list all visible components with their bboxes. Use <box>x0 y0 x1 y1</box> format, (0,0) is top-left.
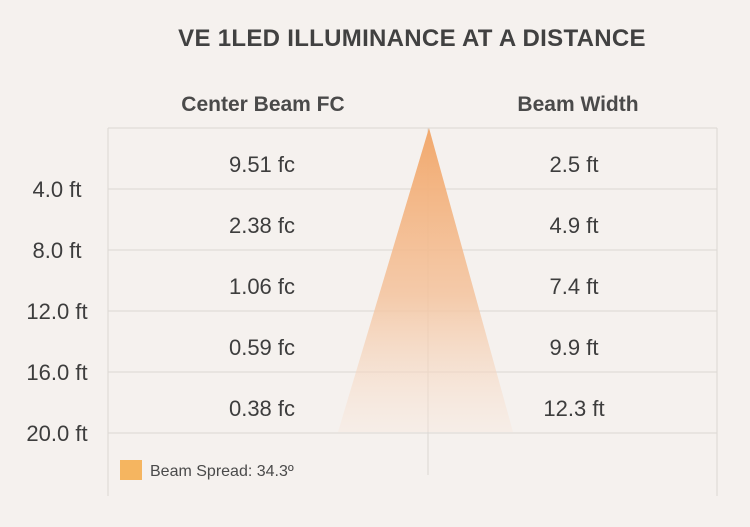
legend-label: Beam Spread: 34.3º <box>150 463 294 480</box>
beam-width-value: 12.3 ft <box>543 396 604 421</box>
distance-label: 12.0 ft <box>26 299 87 324</box>
center-beam-fc-value: 0.59 fc <box>229 335 295 360</box>
legend-swatch <box>120 460 142 480</box>
beam-width-value: 4.9 ft <box>550 213 599 238</box>
column-header-beam-width: Beam Width <box>517 93 638 116</box>
distance-label: 20.0 ft <box>26 421 87 446</box>
beam-width-value: 2.5 ft <box>550 152 599 177</box>
column-header-center-beam: Center Beam FC <box>181 93 344 116</box>
chart-title: VE 1LED ILLUMINANCE AT A DISTANCE <box>178 25 646 52</box>
distance-label: 16.0 ft <box>26 360 87 385</box>
center-beam-fc-value: 0.38 fc <box>229 396 295 421</box>
distance-label: 8.0 ft <box>33 238 82 263</box>
beam-spread-cone <box>338 128 513 432</box>
center-beam-fc-value: 9.51 fc <box>229 152 295 177</box>
table-rows: 9.51 fc 2.5 ft 4.0 ft 2.38 fc 4.9 ft 8.0 ft 1.… <box>26 152 604 446</box>
center-beam-fc-value: 2.38 fc <box>229 213 295 238</box>
distance-label: 4.0 ft <box>33 177 82 202</box>
beam-width-value: 9.9 ft <box>550 335 599 360</box>
center-beam-fc-value: 1.06 fc <box>229 274 295 299</box>
beam-width-value: 7.4 ft <box>550 274 599 299</box>
